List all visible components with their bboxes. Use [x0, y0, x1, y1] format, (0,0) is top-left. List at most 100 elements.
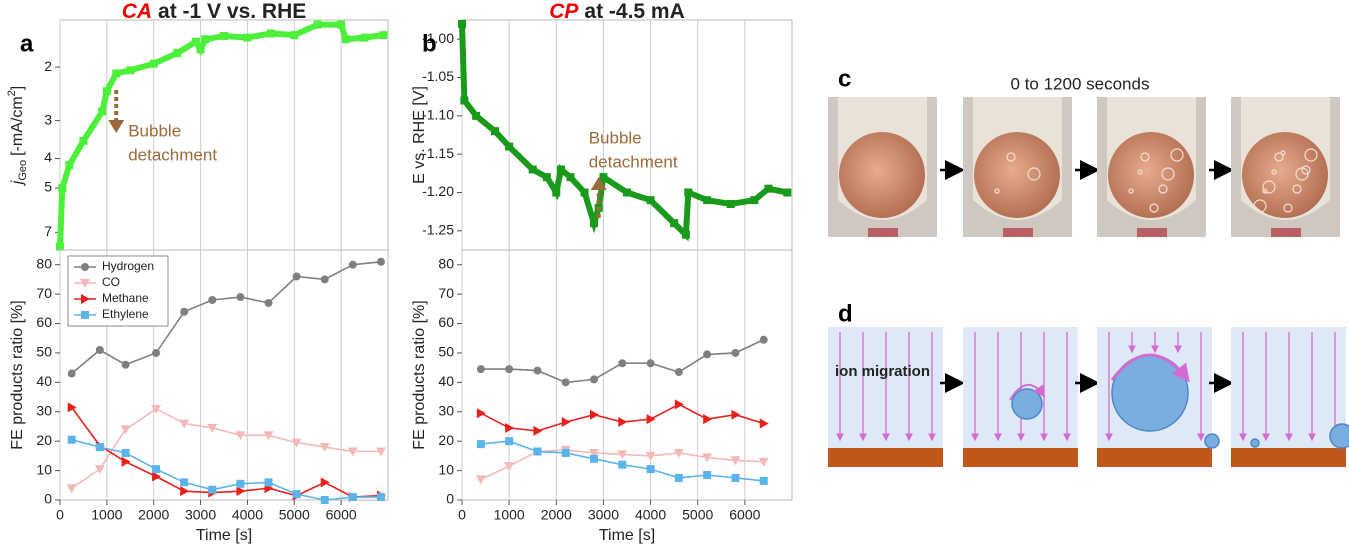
marker — [152, 465, 161, 474]
y-tick-label: 30 — [36, 402, 52, 418]
marker — [347, 447, 358, 457]
y-axis-label: jGeo [-mA/cm2] — [6, 86, 29, 186]
x-tick-label: 4000 — [635, 507, 666, 523]
photo-mark — [1003, 228, 1033, 237]
marker — [179, 419, 190, 429]
marker — [673, 448, 684, 458]
y-tick-label: 20 — [438, 432, 454, 448]
legend-label: Hydrogen — [102, 259, 154, 273]
marker — [121, 448, 130, 457]
marker — [152, 471, 162, 482]
marker — [208, 485, 217, 494]
bubble-flow — [1110, 353, 1190, 383]
marker — [730, 456, 741, 466]
marker — [196, 45, 205, 54]
photo-mark — [1271, 228, 1301, 237]
marker — [759, 476, 768, 485]
marker — [561, 378, 570, 387]
marker — [476, 408, 486, 419]
marker — [533, 447, 542, 456]
chart-title: CA at -1 V vs. RHE — [122, 0, 307, 23]
photo-bubble — [1271, 169, 1277, 175]
marker — [292, 490, 301, 499]
marker — [646, 414, 656, 425]
photo-bubble — [1161, 167, 1175, 181]
caption: 0 to 1200 seconds — [1011, 74, 1150, 93]
marker — [337, 20, 346, 29]
x-tick-label: 3000 — [588, 507, 619, 523]
y-tick-label: 0 — [44, 491, 52, 507]
series-line — [71, 406, 382, 498]
marker — [379, 31, 388, 40]
marker — [759, 418, 769, 429]
marker — [236, 479, 245, 488]
marker — [180, 307, 189, 316]
marker — [646, 196, 655, 205]
marker — [731, 473, 740, 482]
title-emphasis: CA — [122, 0, 152, 23]
marker — [674, 399, 684, 410]
chart-title: CP at -4.5 mA — [549, 0, 685, 23]
x-tick-label: 1000 — [91, 507, 122, 523]
x-tick-label: 5000 — [279, 507, 310, 523]
marker — [207, 423, 218, 433]
bubble-flow — [1009, 384, 1046, 401]
marker — [703, 196, 712, 205]
photo-electrode — [1242, 132, 1328, 218]
photo-bubble — [1292, 184, 1302, 194]
photo-electrode — [1108, 132, 1194, 218]
y-tick-label: -1.25 — [422, 222, 454, 238]
marker — [126, 66, 135, 75]
y-axis-label: E vs. RHE [V] — [411, 86, 428, 184]
marker — [264, 478, 273, 487]
y-tick-label: 70 — [36, 285, 52, 301]
y-axis-label-part: j — [9, 180, 26, 186]
marker — [618, 417, 628, 428]
marker — [243, 33, 252, 42]
y-tick-label: 60 — [36, 314, 52, 330]
legend-label: Methane — [102, 291, 149, 305]
marker — [191, 37, 200, 46]
bubble — [1250, 438, 1260, 448]
bubble — [1204, 433, 1220, 449]
marker — [590, 454, 598, 463]
photo-bubble — [994, 188, 1000, 194]
marker — [121, 360, 130, 369]
marker — [599, 173, 608, 182]
marker — [703, 414, 713, 425]
photo-bubble — [1304, 148, 1318, 162]
marker — [590, 409, 599, 420]
marker — [561, 417, 571, 428]
photo-bubble — [1137, 169, 1143, 175]
y-tick-label: 10 — [438, 461, 454, 477]
marker — [58, 183, 67, 192]
marker — [460, 96, 469, 105]
marker — [173, 49, 182, 58]
legend-label: CO — [102, 275, 120, 289]
marker — [674, 368, 683, 377]
photo-bubble — [985, 137, 991, 143]
x-tick-label: 4000 — [232, 507, 263, 523]
marker — [783, 188, 792, 197]
marker — [67, 369, 76, 378]
y-axis-label-part: 2 — [6, 90, 18, 96]
y-tick-label: 20 — [36, 432, 52, 448]
x-tick-label: 2000 — [541, 507, 572, 523]
photo-electrode — [974, 132, 1060, 218]
marker — [360, 33, 369, 42]
legend-marker — [81, 294, 90, 304]
marker — [94, 465, 105, 475]
y-tick-label: 80 — [36, 255, 52, 271]
marker — [120, 425, 131, 435]
panel-label: a — [20, 30, 34, 57]
marker — [152, 348, 161, 357]
marker — [236, 486, 246, 497]
photo-bubble — [1140, 152, 1150, 162]
electrode — [1231, 448, 1346, 467]
y-tick-label: 2 — [44, 58, 52, 74]
marker — [561, 448, 570, 457]
marker — [623, 188, 631, 197]
marker — [580, 188, 589, 197]
x-tick-label: 0 — [56, 507, 64, 523]
electrode — [828, 448, 943, 467]
